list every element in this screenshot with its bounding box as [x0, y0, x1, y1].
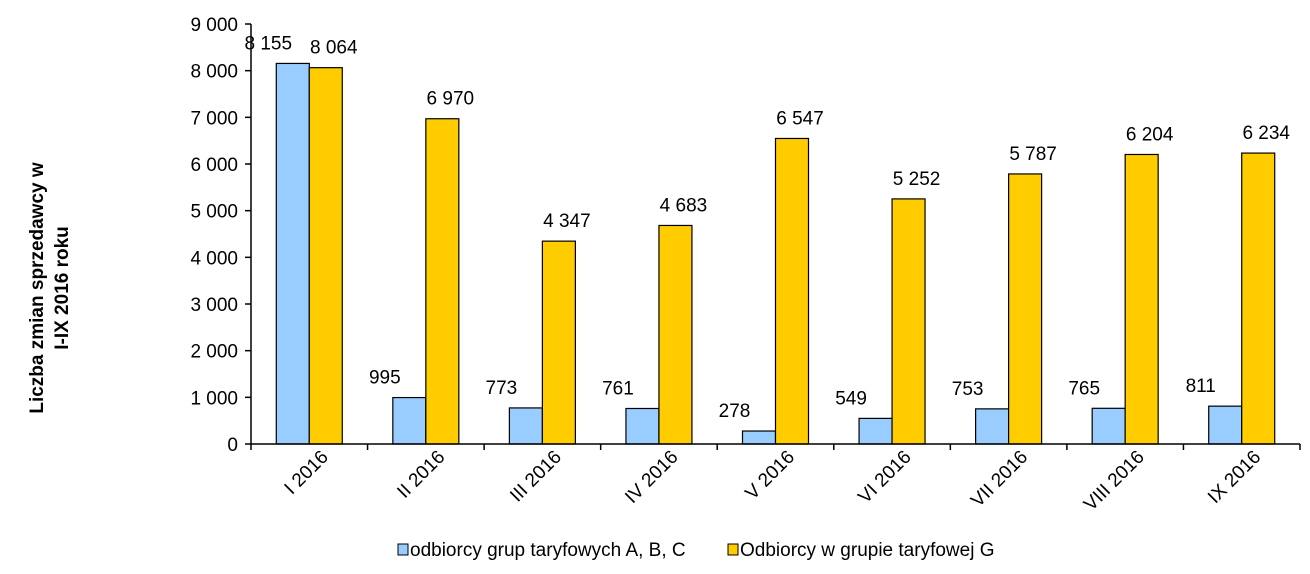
- bar-g: [1124, 153, 1159, 445]
- data-label: 995: [369, 368, 401, 389]
- x-tick-label: I 2016: [281, 447, 333, 499]
- data-label: 761: [602, 378, 634, 399]
- bar-g: [425, 118, 460, 445]
- y-tick-label: 6 000: [190, 155, 238, 176]
- y-axis-title-line-1: Liczba zmian sprzedawcy w: [27, 162, 48, 414]
- y-tick-label: 5 000: [190, 202, 238, 223]
- bar-abc: [741, 430, 777, 445]
- y-tick-label: 9 000: [190, 15, 238, 36]
- data-label: 753: [952, 379, 984, 400]
- legend-label: odbiorcy grup taryfowych A, B, C: [410, 540, 686, 561]
- bar-g: [1241, 152, 1276, 445]
- legend-label: Odbiorcy w grupie taryfowej G: [740, 540, 995, 561]
- data-label: 4 347: [543, 211, 591, 232]
- y-tick-label: 1 000: [190, 388, 238, 409]
- data-label: 8 155: [245, 33, 293, 54]
- data-label: 6 204: [1126, 124, 1174, 145]
- y-tick-label: 4 000: [190, 248, 238, 269]
- x-tick-label: VII 2016: [967, 447, 1032, 512]
- data-label: 6 234: [1242, 123, 1290, 144]
- bar-abc: [392, 396, 427, 445]
- data-label: 8 064: [310, 38, 358, 59]
- y-tick-label: 8 000: [190, 62, 238, 83]
- x-tick-label: V 2016: [742, 447, 799, 504]
- x-tick-label: VIII 2016: [1080, 447, 1149, 516]
- y-tick-label: 3 000: [190, 295, 238, 316]
- bar-abc: [1208, 405, 1243, 445]
- y-tick-label: 0: [227, 435, 238, 456]
- y-tick-label: 2 000: [190, 342, 238, 363]
- y-tick-label: 7 000: [190, 108, 238, 129]
- legend-swatch: [397, 543, 409, 556]
- bar-g: [308, 67, 343, 445]
- data-label: 773: [486, 378, 518, 399]
- data-labels: 8 155 8 064 995 6 970 773 4 347 761 4 683 278 6 5…: [245, 33, 1291, 422]
- x-tick-label: III 2016: [506, 447, 566, 507]
- x-tick-label: II 2016: [393, 447, 449, 503]
- data-label: 765: [1068, 378, 1100, 399]
- bar-abc: [1091, 407, 1126, 445]
- bar-abc: [275, 62, 310, 445]
- x-tick-label: VI 2016: [854, 447, 915, 508]
- bar-g: [658, 224, 693, 445]
- bar-abc: [625, 407, 660, 445]
- bar-abc: [975, 408, 1010, 445]
- bar-abc: [858, 417, 893, 445]
- data-label: 6 547: [776, 108, 824, 129]
- y-axis-title: Liczba zmian sprzedawcy w I-IX 2016 roku: [27, 162, 73, 414]
- bar-g: [774, 137, 810, 445]
- data-label: 4 683: [660, 195, 708, 216]
- y-axis-title-line-2: I-IX 2016 roku: [52, 226, 73, 350]
- legend-swatch: [727, 543, 739, 556]
- bar-abc: [508, 407, 543, 445]
- x-tick-label: IV 2016: [621, 447, 682, 508]
- data-label: 278: [719, 401, 751, 422]
- data-label: 5 252: [893, 169, 941, 190]
- bar-g: [541, 240, 576, 445]
- data-label: 5 787: [1009, 144, 1057, 165]
- data-label: 811: [1186, 376, 1216, 397]
- x-tick-label: IX 2016: [1204, 447, 1265, 508]
- data-label: 6 970: [427, 89, 475, 110]
- bar-g: [1008, 173, 1043, 445]
- bar-g: [891, 198, 926, 445]
- data-label: 549: [835, 388, 867, 409]
- legend: odbiorcy grup taryfowych A, B, C Odbiorcy…: [397, 540, 995, 561]
- x-axis: I 2016 II 2016 III 2016 IV 2016 V 2016 VI 201…: [250, 443, 1301, 516]
- y-axis: 0 1 000 2 000 3 000 4 000 5 000 6 000 7 000 8 00…: [190, 15, 252, 456]
- bars: [275, 62, 1276, 445]
